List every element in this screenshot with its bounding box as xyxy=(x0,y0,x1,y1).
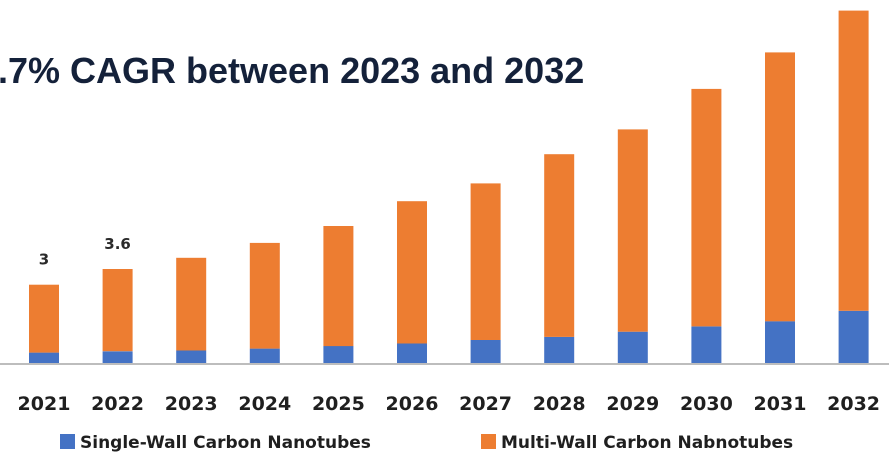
bar-multi-wall-2028 xyxy=(544,154,575,337)
x-tick-label-2031: 2031 xyxy=(754,393,807,415)
bar-single-wall-2021 xyxy=(29,352,59,363)
bar-single-wall-2028 xyxy=(544,336,575,363)
bar-multi-wall-2027 xyxy=(470,183,501,340)
legend-swatch-single-wall xyxy=(60,434,75,449)
bars-group xyxy=(29,10,869,363)
bar-multi-wall-2025 xyxy=(323,226,354,347)
bar-multi-wall-2023 xyxy=(176,257,207,351)
x-tick-label-2029: 2029 xyxy=(606,393,659,415)
x-tick-label-2021: 2021 xyxy=(18,393,71,415)
bar-multi-wall-2031 xyxy=(765,52,795,322)
bar-single-wall-2023 xyxy=(176,350,207,363)
bar-single-wall-2032 xyxy=(838,310,869,363)
legend: Single-Wall Carbon Nanotubes Multi-Wall … xyxy=(60,433,793,453)
data-labels: 33.6 xyxy=(39,235,131,269)
bar-multi-wall-2022 xyxy=(102,269,133,352)
legend-label-multi-wall: Multi-Wall Carbon Nabnotubes xyxy=(501,433,793,453)
bar-multi-wall-2021 xyxy=(29,284,59,353)
bar-single-wall-2025 xyxy=(323,346,354,363)
bar-multi-wall-2024 xyxy=(249,242,280,349)
bar-multi-wall-2029 xyxy=(617,129,648,332)
x-tick-label-2026: 2026 xyxy=(386,393,439,415)
bar-single-wall-2022 xyxy=(102,351,133,363)
x-tick-label-2032: 2032 xyxy=(827,393,880,415)
x-tick-label-2030: 2030 xyxy=(680,393,733,415)
legend-swatch-multi-wall xyxy=(481,434,496,449)
bar-multi-wall-2032 xyxy=(838,10,869,311)
legend-label-single-wall: Single-Wall Carbon Nanotubes xyxy=(80,433,371,453)
chart-title: .7% CAGR between 2023 and 2032 xyxy=(0,50,584,91)
x-tick-label-2025: 2025 xyxy=(312,393,365,415)
bar-multi-wall-2030 xyxy=(691,88,722,327)
x-tick-label-2028: 2028 xyxy=(533,393,586,415)
x-tick-label-2022: 2022 xyxy=(91,393,144,415)
x-tick-label-2023: 2023 xyxy=(165,393,218,415)
x-tick-label-2024: 2024 xyxy=(238,393,291,415)
data-label-2021: 3 xyxy=(39,251,49,269)
data-label-2022: 3.6 xyxy=(104,235,131,253)
bar-single-wall-2030 xyxy=(691,326,722,363)
bar-single-wall-2027 xyxy=(470,340,501,363)
bar-multi-wall-2026 xyxy=(397,201,427,344)
x-tick-label-2027: 2027 xyxy=(459,393,512,415)
bar-single-wall-2026 xyxy=(397,343,427,363)
bar-single-wall-2024 xyxy=(249,348,280,363)
x-tick-labels: 2021 2022 2023 2024 2025 2026 2027 2028 2029 2030… xyxy=(18,393,880,415)
bar-single-wall-2031 xyxy=(765,321,795,363)
bar-single-wall-2029 xyxy=(617,331,648,363)
